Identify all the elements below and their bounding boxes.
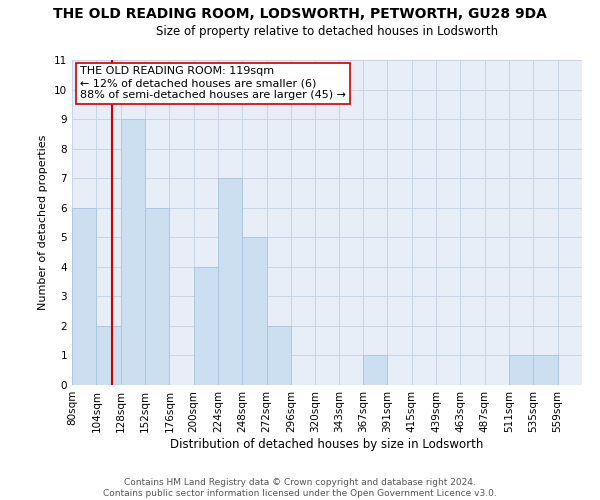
Bar [72, 208, 97, 385]
Bar [121, 119, 145, 385]
Bar [533, 356, 557, 385]
Bar [194, 267, 218, 385]
Bar [97, 326, 121, 385]
Bar [218, 178, 242, 385]
X-axis label: Distribution of detached houses by size in Lodsworth: Distribution of detached houses by size … [170, 438, 484, 450]
Bar [145, 208, 169, 385]
Title: Size of property relative to detached houses in Lodsworth: Size of property relative to detached ho… [156, 25, 498, 38]
Y-axis label: Number of detached properties: Number of detached properties [38, 135, 49, 310]
Bar [242, 238, 266, 385]
Text: Contains HM Land Registry data © Crown copyright and database right 2024.
Contai: Contains HM Land Registry data © Crown c… [103, 478, 497, 498]
Text: THE OLD READING ROOM: 119sqm
← 12% of detached houses are smaller (6)
88% of sem: THE OLD READING ROOM: 119sqm ← 12% of de… [80, 66, 346, 100]
Bar [363, 356, 388, 385]
Bar [266, 326, 291, 385]
Bar [509, 356, 533, 385]
Text: THE OLD READING ROOM, LODSWORTH, PETWORTH, GU28 9DA: THE OLD READING ROOM, LODSWORTH, PETWORT… [53, 8, 547, 22]
